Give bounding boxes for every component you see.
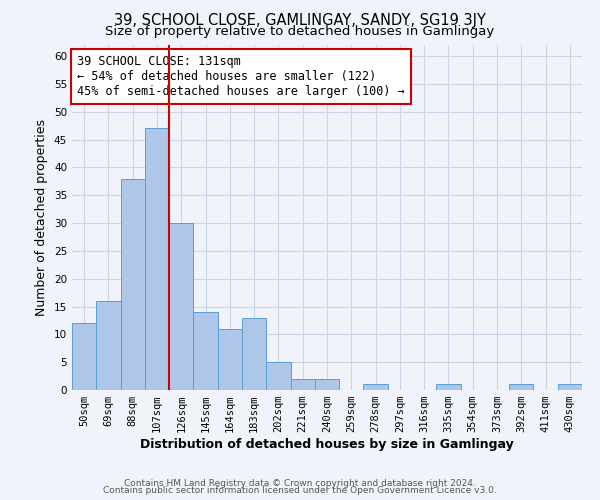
Bar bbox=[364, 384, 388, 390]
Bar bbox=[145, 128, 169, 390]
Bar bbox=[242, 318, 266, 390]
X-axis label: Distribution of detached houses by size in Gamlingay: Distribution of detached houses by size … bbox=[140, 438, 514, 451]
Bar bbox=[193, 312, 218, 390]
Y-axis label: Number of detached properties: Number of detached properties bbox=[35, 119, 49, 316]
Bar bbox=[290, 379, 315, 390]
Bar bbox=[509, 384, 533, 390]
Text: Contains HM Land Registry data © Crown copyright and database right 2024.: Contains HM Land Registry data © Crown c… bbox=[124, 478, 476, 488]
Text: Size of property relative to detached houses in Gamlingay: Size of property relative to detached ho… bbox=[106, 25, 494, 38]
Bar bbox=[558, 384, 582, 390]
Bar bbox=[169, 223, 193, 390]
Bar bbox=[218, 329, 242, 390]
Text: 39, SCHOOL CLOSE, GAMLINGAY, SANDY, SG19 3JY: 39, SCHOOL CLOSE, GAMLINGAY, SANDY, SG19… bbox=[114, 12, 486, 28]
Text: Contains public sector information licensed under the Open Government Licence v3: Contains public sector information licen… bbox=[103, 486, 497, 495]
Bar bbox=[72, 323, 96, 390]
Bar bbox=[315, 379, 339, 390]
Bar bbox=[96, 301, 121, 390]
Text: 39 SCHOOL CLOSE: 131sqm
← 54% of detached houses are smaller (122)
45% of semi-d: 39 SCHOOL CLOSE: 131sqm ← 54% of detache… bbox=[77, 56, 405, 98]
Bar bbox=[436, 384, 461, 390]
Bar bbox=[121, 178, 145, 390]
Bar bbox=[266, 362, 290, 390]
